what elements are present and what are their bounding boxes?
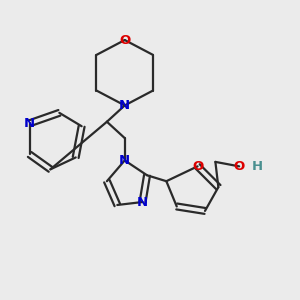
Text: N: N xyxy=(137,196,148,208)
Text: H: H xyxy=(252,160,263,173)
Text: O: O xyxy=(192,160,203,173)
Text: N: N xyxy=(119,154,130,167)
Text: N: N xyxy=(119,99,130,112)
Text: O: O xyxy=(233,160,245,173)
Text: N: N xyxy=(24,117,35,130)
Text: O: O xyxy=(119,34,130,46)
